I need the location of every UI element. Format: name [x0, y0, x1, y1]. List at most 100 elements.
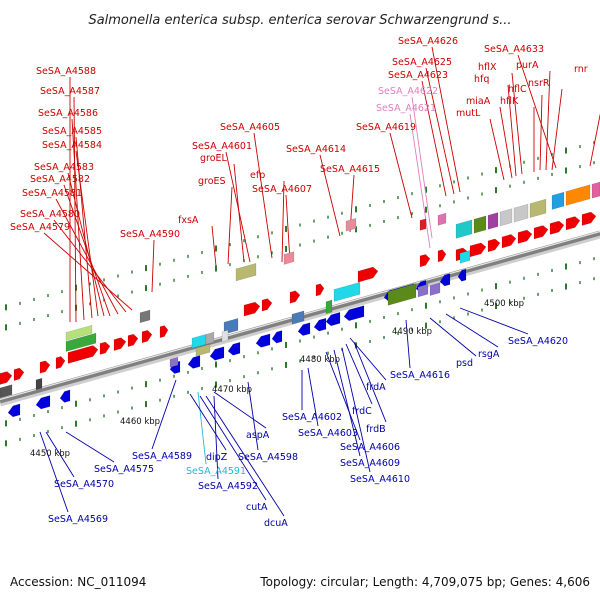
gene-arrow-forward	[127, 333, 139, 347]
gene-arrow-forward	[113, 337, 127, 351]
gene-block	[35, 377, 43, 391]
leader-line	[517, 54, 557, 169]
gene-arrow-reverse	[59, 389, 71, 403]
leader-line	[211, 225, 217, 267]
gene-label-top: SeSA_A4579	[10, 222, 70, 233]
gene-arrow-reverse	[255, 333, 271, 348]
gene-block	[487, 212, 499, 230]
leader-line	[197, 391, 207, 465]
gene-label-bottom: SeSA_A4620	[508, 336, 568, 347]
gene-arrow-forward	[13, 367, 25, 381]
gene-block	[0, 384, 13, 399]
leader-line	[55, 198, 119, 315]
gene-label-bottom: frdB	[366, 424, 386, 435]
leader-line	[429, 317, 477, 357]
gene-block	[529, 198, 547, 218]
leader-line	[189, 393, 227, 451]
gene-label-bottom: psd	[456, 358, 473, 369]
gene-arrow-reverse	[313, 317, 327, 332]
leader-line	[345, 343, 373, 405]
gene-label-top: SeSA_A4581	[22, 188, 82, 199]
gene-block	[565, 184, 591, 206]
gene-arrow-forward	[67, 345, 99, 364]
gene-label-top: mutL	[456, 108, 481, 119]
gene-block	[65, 324, 93, 341]
gene-arrow-forward	[517, 229, 533, 244]
gene-block	[205, 331, 215, 345]
gene-block	[419, 218, 427, 231]
gene-arrow-reverse	[343, 305, 365, 322]
leader-line	[73, 96, 77, 323]
gene-arrow-forward	[469, 242, 487, 258]
kbp-label: 4460 kbp	[120, 417, 160, 427]
gene-label-bottom: SeSA_A4598	[238, 452, 298, 463]
leader-line	[71, 118, 85, 321]
gene-label-top: SeSA_A4590	[120, 229, 180, 240]
gene-label-top: SeSA_A4580	[20, 209, 80, 220]
gene-label-bottom: SeSA_A4589	[132, 451, 192, 462]
gene-arrow-forward	[0, 371, 13, 385]
gene-label-bottom: SeSA_A4569	[48, 514, 108, 525]
gene-block	[513, 203, 529, 223]
gene-arrow-forward	[315, 283, 325, 297]
gene-label-bottom: dipZ	[206, 452, 228, 463]
gene-label-top: SeSA_A4633	[484, 44, 544, 55]
leader-line	[75, 150, 99, 317]
leader-line	[151, 379, 177, 450]
gene-label-top: groES	[198, 176, 226, 187]
gene-label-bottom: dcuA	[264, 518, 288, 529]
gene-arrow-forward	[565, 216, 581, 231]
leader-line	[253, 132, 273, 259]
leader-line	[349, 337, 387, 381]
gene-label-bottom: SeSA_A4591	[186, 466, 246, 477]
leader-line	[205, 395, 285, 517]
leader-line	[225, 151, 251, 263]
gene-label-top: groEL	[200, 153, 228, 164]
gene-arrow-reverse	[271, 330, 283, 344]
gene-arrow-reverse	[187, 355, 201, 369]
gene-label-bottom: rsgA	[478, 349, 500, 360]
kbp-label: 4450 kbp	[30, 449, 70, 459]
leader-line	[67, 172, 105, 317]
gene-label-top: SeSA_A4584	[42, 140, 102, 151]
gene-arrow-forward	[549, 220, 565, 235]
gene-block	[235, 262, 257, 282]
gene-block	[195, 343, 211, 357]
leader-line	[45, 431, 75, 478]
kbp-label: 4480 kbp	[300, 355, 340, 365]
gene-label-bottom: SeSA_A4575	[94, 464, 154, 475]
gene-block	[139, 309, 151, 324]
leader-line	[507, 84, 517, 177]
gene-arrow-reverse	[439, 273, 451, 287]
gene-label-top: purA	[516, 60, 539, 71]
leader-line	[389, 132, 413, 219]
gene-label-top: SeSA_A4614	[286, 144, 346, 155]
leader-line	[409, 113, 431, 249]
leader-line	[199, 395, 267, 501]
gene-arrow-forward	[501, 234, 517, 249]
gene-arrow-forward	[357, 266, 379, 283]
gene-arrow-reverse	[457, 268, 467, 282]
gene-block	[333, 281, 361, 302]
gene-arrow-reverse	[35, 395, 51, 410]
gene-label-top: SeSA_A4585	[42, 126, 102, 137]
kbp-label: 4490 kbp	[392, 327, 432, 337]
gene-label-bottom: SeSA_A4602	[282, 412, 342, 423]
leader-line	[333, 349, 361, 457]
gene-label-top: hflK	[500, 96, 519, 107]
gene-label-top: hfq	[474, 74, 489, 85]
gene-block	[437, 212, 447, 226]
gene-block	[429, 282, 441, 296]
gene-label-top: SeSA_A4605	[220, 122, 280, 133]
leader-line	[341, 347, 371, 473]
gene-arrow-forward	[581, 211, 597, 226]
gene-label-top: hflC	[508, 84, 527, 95]
gene-block	[551, 191, 565, 210]
gene-label-top: hflX	[478, 62, 497, 73]
gene-label-bottom: frdC	[352, 406, 372, 417]
gene-label-bottom: cutA	[246, 502, 268, 513]
topology-text: Topology: circular; Length: 4,709,075 bp…	[259, 575, 590, 589]
kbp-label: 4500 kbp	[484, 299, 524, 309]
